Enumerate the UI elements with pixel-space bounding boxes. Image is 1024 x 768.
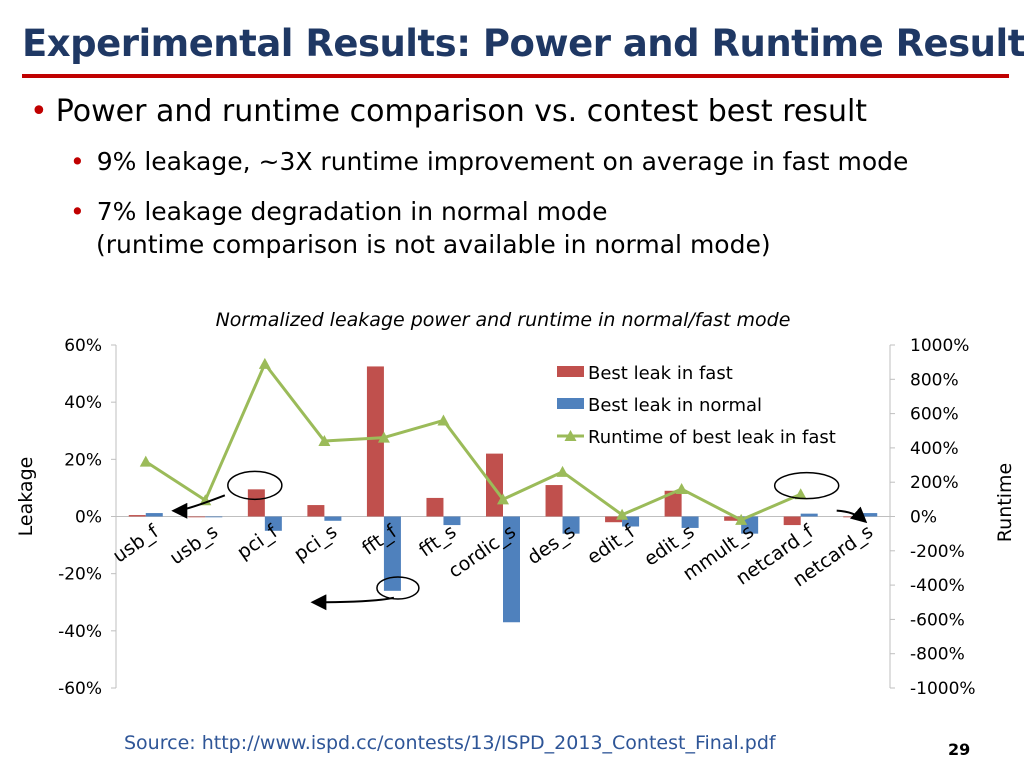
legend-label: Best leak in fast bbox=[588, 363, 733, 384]
bar-fast bbox=[486, 453, 503, 517]
runtime-data-point bbox=[377, 431, 390, 443]
bar-normal bbox=[443, 516, 461, 526]
runtime-data-point bbox=[139, 455, 152, 467]
y-tick-label-right: 200% bbox=[910, 473, 959, 493]
bullet-text: 9% leakage, ~3X runtime improvement on a… bbox=[96, 147, 909, 176]
bullet-text: Power and runtime comparison vs. contest… bbox=[55, 94, 868, 129]
legend-label: Best leak in normal bbox=[588, 395, 762, 416]
y-tick-label-left: -60% bbox=[58, 679, 102, 699]
bullet-continuation: (runtime comparison is not available in … bbox=[70, 229, 771, 261]
y-tick-label-right: -1000% bbox=[910, 679, 976, 699]
x-tick-label: edit_f bbox=[583, 520, 640, 569]
bar-normal bbox=[800, 513, 818, 517]
runtime-data-point bbox=[437, 414, 450, 426]
slide-title: Experimental Results: Power and Runtime … bbox=[22, 22, 1024, 65]
bar-normal bbox=[324, 516, 342, 521]
runtime-data-point bbox=[675, 483, 688, 495]
runtime-data-point bbox=[735, 513, 748, 525]
x-tick-label: usb_f bbox=[109, 520, 164, 568]
bar-fast bbox=[307, 505, 325, 517]
bar-normal bbox=[860, 513, 878, 517]
x-tick-label: fft_s bbox=[415, 521, 460, 562]
x-tick-label: pci_s bbox=[290, 521, 341, 566]
y-tick-label-left: -40% bbox=[58, 622, 102, 642]
bar-normal bbox=[205, 516, 223, 518]
y-tick-label-right: 1000% bbox=[910, 336, 969, 356]
highlight-ellipse bbox=[773, 471, 840, 500]
bar-normal bbox=[383, 516, 401, 591]
bar-normal bbox=[562, 516, 580, 534]
bar-fast bbox=[247, 489, 265, 517]
legend-label: Runtime of best leak in fast bbox=[588, 427, 836, 448]
y-tick-label-right: 600% bbox=[910, 405, 959, 425]
runtime-data-point bbox=[794, 488, 807, 500]
bar-fast bbox=[188, 516, 206, 518]
bullet-level2: • 7% leakage degradation in normal mode bbox=[70, 196, 607, 228]
bullet-marker: • bbox=[70, 147, 85, 176]
bar-fast bbox=[605, 516, 623, 523]
bar-fast bbox=[545, 485, 563, 517]
highlight-ellipse bbox=[227, 470, 283, 501]
bar-fast bbox=[664, 490, 682, 517]
bullet-level2: • 9% leakage, ~3X runtime improvement on … bbox=[70, 146, 908, 178]
y-tick-label-right: -600% bbox=[910, 610, 965, 630]
bar-normal bbox=[681, 516, 699, 528]
runtime-data-point bbox=[497, 493, 509, 505]
title-divider bbox=[22, 74, 1009, 78]
y-tick-label-left: 40% bbox=[64, 393, 102, 413]
runtime-data-point bbox=[616, 508, 629, 520]
bullet-level1: • Power and runtime comparison vs. contes… bbox=[30, 94, 867, 129]
y-axis-label-left: Leakage bbox=[15, 457, 37, 537]
bar-fast bbox=[724, 516, 742, 521]
y-tick-label-right: 0% bbox=[910, 508, 937, 528]
x-tick-label: des_s bbox=[523, 521, 579, 569]
bar-fast bbox=[783, 516, 801, 526]
x-tick-label: usb_s bbox=[166, 521, 222, 570]
bar-fast bbox=[426, 497, 444, 517]
runtime-data-point bbox=[258, 357, 271, 369]
annotation-arrow bbox=[310, 594, 395, 611]
bullet-marker: • bbox=[30, 94, 48, 129]
runtime-data-point bbox=[318, 435, 331, 447]
highlight-ellipse bbox=[376, 576, 420, 600]
y-tick-label-right: 400% bbox=[910, 439, 959, 459]
runtime-data-point bbox=[556, 465, 569, 477]
y-tick-label-right: -400% bbox=[910, 576, 965, 596]
y-tick-label-left: -20% bbox=[58, 565, 102, 585]
source-citation: Source: http://www.ispd.cc/contests/13/I… bbox=[124, 732, 776, 754]
bullet-text: (runtime comparison is not available in … bbox=[96, 230, 771, 259]
chart-title: Normalized leakage power and runtime in … bbox=[216, 309, 791, 331]
y-axis-label-right: Runtime bbox=[994, 463, 1016, 542]
y-tick-label-right: -200% bbox=[910, 542, 965, 562]
y-tick-label-left: 20% bbox=[64, 450, 102, 470]
y-tick-label-left: 60% bbox=[64, 336, 102, 356]
legend-swatch bbox=[557, 398, 584, 409]
bar-normal bbox=[503, 516, 520, 623]
bar-normal bbox=[264, 516, 282, 531]
y-tick-label-right: -800% bbox=[910, 645, 965, 665]
annotation-arrow bbox=[836, 506, 868, 524]
y-tick-label-right: 800% bbox=[910, 370, 959, 390]
bullet-text: 7% leakage degradation in normal mode bbox=[96, 197, 608, 226]
bar-normal bbox=[622, 516, 640, 527]
bar-normal bbox=[145, 513, 163, 517]
y-tick-label-left: 0% bbox=[75, 508, 102, 528]
annotation-arrow bbox=[171, 494, 226, 519]
legend-swatch-marker bbox=[564, 430, 577, 441]
bar-fast bbox=[128, 515, 146, 517]
runtime-series-line bbox=[144, 362, 802, 522]
bar-fast bbox=[366, 366, 384, 517]
legend-swatch bbox=[557, 366, 584, 377]
page-number: 29 bbox=[948, 740, 971, 759]
bullet-marker: • bbox=[70, 197, 85, 226]
bar-normal bbox=[741, 516, 759, 534]
